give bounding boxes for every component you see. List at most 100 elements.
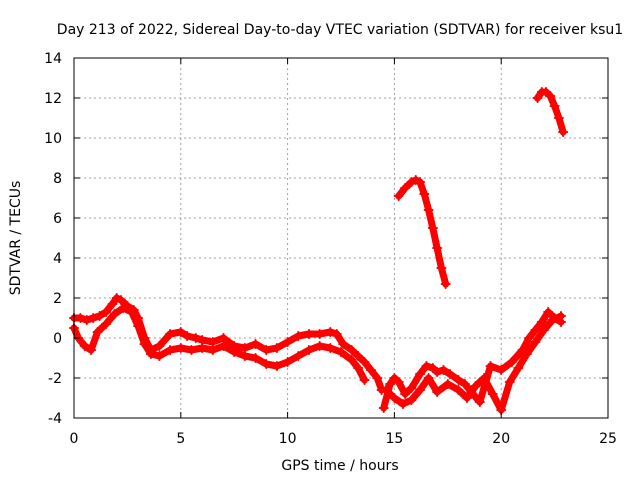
y-tick-label: -4 [48, 411, 62, 427]
y-tick-label: 10 [44, 131, 62, 147]
sdtvar-late-secondary-point [453, 385, 464, 395]
sdtvar-main-upper-point [325, 327, 336, 337]
y-tick-label: -2 [48, 371, 62, 387]
sdtvar-late-secondary-point [470, 381, 481, 391]
sdtvar-main-lower-point [154, 351, 165, 361]
sdtvar-main-lower-point [139, 339, 150, 349]
sdtvar-morning-late-point [427, 363, 438, 373]
sdtvar-main-lower-point [165, 345, 176, 355]
sdtvar-afternoon-arc-point [436, 263, 447, 273]
sdtvar-main-upper-point [261, 345, 272, 355]
sdtvar-late-secondary-point [423, 373, 434, 383]
sdtvar-main-upper-point [239, 343, 250, 353]
sdtvar-main-upper-point [165, 329, 176, 339]
sdtvar-morning-late-point [389, 373, 400, 383]
sdtvar-afternoon-arc-point [423, 205, 434, 215]
sdtvar-morning-late-point [432, 367, 443, 377]
x-tick-label: 5 [176, 431, 185, 447]
sdtvar-main-lower-point [218, 341, 229, 351]
sdtvar-main-upper-point [190, 333, 201, 343]
y-tick-label: 14 [44, 51, 62, 67]
sdtvar-afternoon-arc-point [415, 177, 426, 187]
sdtvar-afternoon-arc-point [400, 183, 411, 193]
sdtvar-main-lower-point [359, 375, 370, 385]
sdtvar-main-lower-point [109, 309, 120, 319]
sdtvar-late-secondary-point [547, 315, 558, 325]
sdtvar-main-lower-point [353, 363, 364, 373]
sdtvar-main-lower-point [314, 341, 325, 351]
sdtvar-main-lower-point [229, 347, 240, 357]
sdtvar-main-lower-point [118, 303, 129, 313]
sdtvar-main-upper-point [331, 329, 342, 339]
sdtvar-morning-late-point [517, 345, 528, 355]
y-tick-label: 0 [53, 331, 62, 347]
sdtvar-afternoon-arc-point [427, 223, 438, 233]
sdtvar-main-lower-point [197, 343, 208, 353]
sdtvar-morning-late-point [438, 365, 449, 375]
sdtvar-morning-late-point [385, 379, 396, 389]
x-tick-label: 15 [385, 431, 403, 447]
sdtvar-main-upper-point [88, 313, 99, 323]
plot-frame [73, 57, 609, 419]
sdtvar-late-secondary-point [389, 393, 400, 403]
sdtvar-late-secondary-point [397, 399, 408, 409]
sdtvar-main-upper-point [207, 337, 218, 347]
sdtvar-evening-arc-point [549, 101, 560, 111]
sdtvar-main-lower-band [70, 304, 368, 384]
sdtvar-morning-late-point [496, 365, 507, 375]
sdtvar-main-upper-point [75, 313, 86, 323]
sdtvar-late-secondary-point [556, 311, 567, 321]
sdtvar-late-secondary-point [462, 393, 473, 403]
sdtvar-main-upper-point [338, 339, 349, 349]
sdtvar-evening-arc-point [545, 91, 556, 101]
sdtvar-morning-late-point [474, 397, 485, 407]
sdtvar-late-secondary-point [530, 337, 541, 347]
y-tick-label: 6 [53, 211, 62, 227]
sdtvar-main-upper-point [101, 307, 112, 317]
sdtvar-morning-late-point [536, 317, 547, 327]
sdtvar-main-upper-point [94, 311, 105, 321]
sdtvar-main-upper-point [359, 357, 370, 367]
sdtvar-main-lower-point [250, 353, 261, 363]
sdtvar-main-upper-point [314, 329, 325, 339]
sdtvar-main-upper-point [250, 339, 261, 349]
sdtvar-morning-late-point [459, 379, 470, 389]
sdtvar-morning-late-point [485, 361, 496, 371]
sdtvar-evening-arc-point [532, 93, 543, 103]
sdtvar-morning-late-point [415, 369, 426, 379]
sdtvar-morning-late-point [406, 383, 417, 393]
y-tick-label: 4 [53, 251, 62, 267]
sdtvar-main-lower-point [92, 327, 103, 337]
data-series-group [69, 87, 569, 415]
sdtvar-afternoon-arc-point [440, 279, 451, 289]
sdtvar-late-secondary-point [521, 349, 532, 359]
sdtvar-morning-late-point [400, 389, 411, 399]
sdtvar-main-lower-point [293, 351, 304, 361]
sdtvar-main-upper-point [271, 343, 282, 353]
x-tick-label: 0 [70, 431, 79, 447]
sdtvar-main-upper-point [218, 333, 229, 343]
sdtvar-late-secondary-point [442, 379, 453, 389]
grid-lines [74, 58, 608, 418]
sdtvar-main-lower-point [271, 361, 282, 371]
sdtvar-main-lower-point [186, 345, 197, 355]
sdtvar-main-upper-point [81, 315, 92, 325]
sdtvar-evening-arc-point [553, 113, 564, 123]
y-axis-label: SDTVAR / TECUs [8, 181, 24, 296]
x-tick-label: 20 [492, 431, 510, 447]
sdtvar-late-secondary-point [380, 385, 391, 395]
sdtvar-main-upper-point [175, 327, 186, 337]
sdtvar-late-secondary-point [406, 395, 417, 405]
sdtvar-main-lower-point [207, 345, 218, 355]
chart-title: Day 213 of 2022, Sidereal Day-to-day VTE… [57, 22, 623, 38]
sdtvar-main-upper-point [372, 373, 383, 383]
sdtvar-main-upper-point [197, 335, 208, 345]
y-tick-label: 8 [53, 171, 62, 187]
sdtvar-main-lower-point [303, 345, 314, 355]
sdtvar-main-lower-point [336, 347, 346, 357]
sdtvar-afternoon-arc-point [419, 189, 430, 199]
sdtvar-main-upper-point [182, 331, 193, 341]
sdtvar-afternoon-arc-point [432, 243, 443, 253]
sdtvar-main-upper-point [293, 331, 304, 341]
